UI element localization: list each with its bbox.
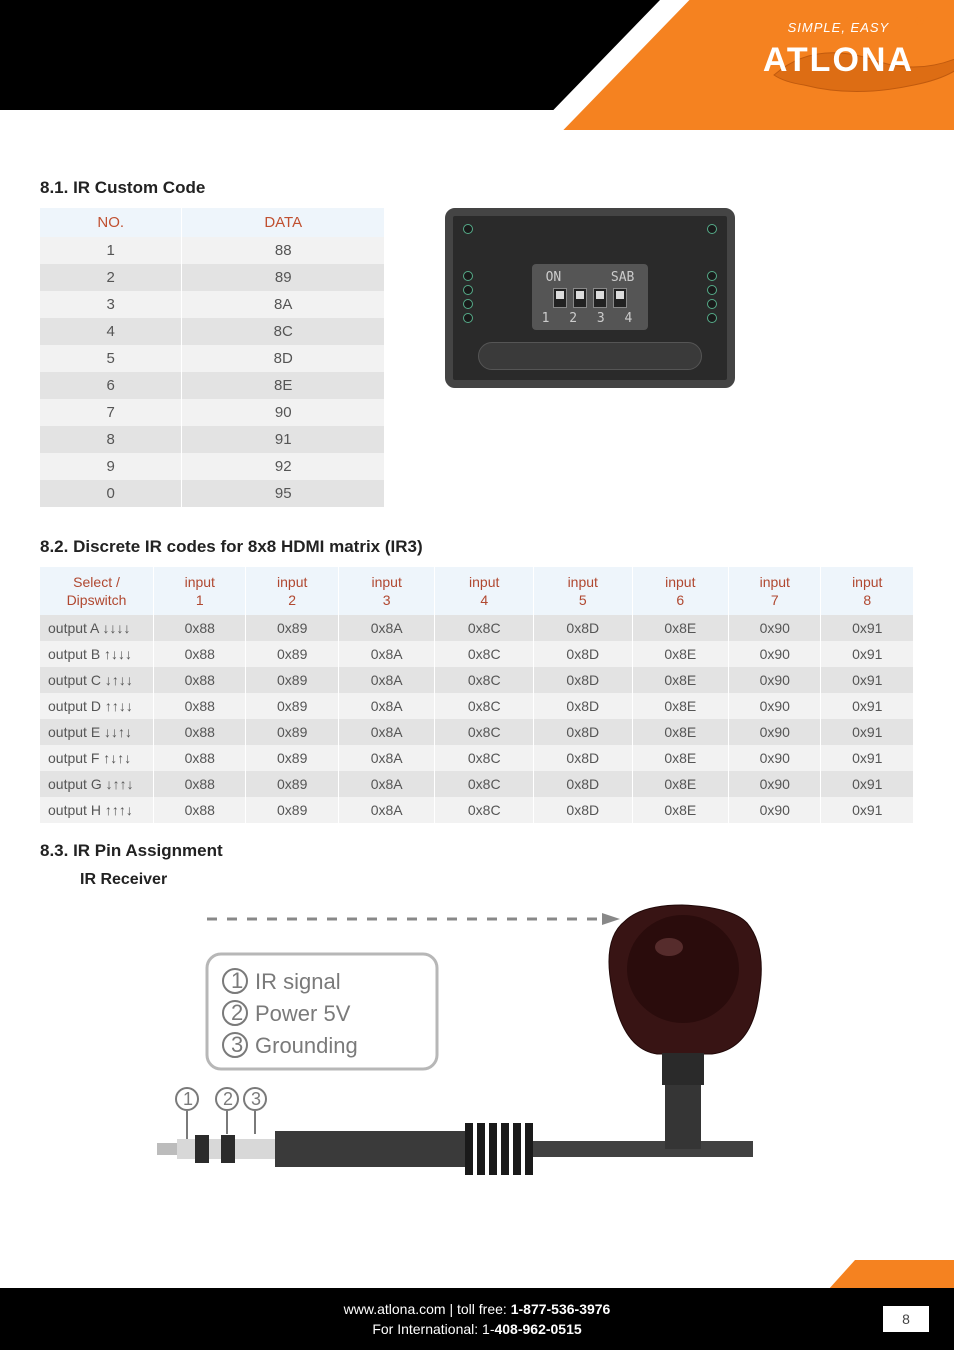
table-row: output A ↓↓↓↓0x880x890x8A0x8C0x8D0x8E0x9… (40, 615, 914, 641)
t81-col-no: NO. (40, 208, 182, 237)
legend-num-2: 2 (231, 1000, 243, 1025)
footer-phone-tollfree: 1-877-536-3976 (511, 1301, 611, 1317)
t82-col-input: input7 (729, 567, 821, 615)
registered-mark: ® (915, 14, 924, 28)
jack-plug-icon (157, 1123, 753, 1175)
legend-3: Grounding (255, 1033, 358, 1058)
page-header: ® SIMPLE, EASY ATLONA (0, 0, 954, 130)
table-row: output D ↑↑↓↓0x880x890x8A0x8C0x8D0x8E0x9… (40, 693, 914, 719)
brand-name: ATLONA (763, 41, 914, 80)
table-row: output F ↑↓↑↓0x880x890x8A0x8C0x8D0x8E0x9… (40, 745, 914, 771)
footer-line1-pre: www.atlona.com | toll free: (344, 1301, 511, 1317)
t81-col-data: DATA (182, 208, 385, 237)
section-82-title: 8.2. Discrete IR codes for 8x8 HDMI matr… (40, 537, 914, 557)
t82-col-input: input2 (246, 567, 338, 615)
legend-2: Power 5V (255, 1001, 351, 1026)
dip-label-sab: SAB (611, 270, 634, 285)
footer-line2-pre: For International: 1- (372, 1321, 494, 1337)
table-row: 188 (40, 237, 385, 264)
ir-receiver-diagram: 1 IR signal 2 Power 5V 3 Grounding 1 2 3 (157, 899, 797, 1194)
table-row: output B ↑↓↓↓0x880x890x8A0x8C0x8D0x8E0x9… (40, 641, 914, 667)
pin-call-2: 2 (223, 1089, 233, 1109)
section-83-subtitle: IR Receiver (80, 871, 914, 889)
dip-numbers: 1 2 3 4 (542, 311, 639, 326)
table-row: output C ↓↑↓↓0x880x890x8A0x8C0x8D0x8E0x9… (40, 667, 914, 693)
brand-logo: ® SIMPLE, EASY ATLONA (763, 20, 914, 80)
dipswitch-photo: ON SAB 1 2 3 4 (445, 208, 735, 388)
ir-receiver-icon (609, 905, 761, 1149)
page-footer: www.atlona.com | toll free: 1-877-536-39… (0, 1260, 954, 1350)
table-row: output H ↑↑↑↓0x880x890x8A0x8C0x8D0x8E0x9… (40, 797, 914, 823)
table-row: output G ↓↑↑↓0x880x890x8A0x8C0x8D0x8E0x9… (40, 771, 914, 797)
t82-col-select: Select /Dipswitch (40, 567, 154, 615)
t82-col-input: input4 (435, 567, 534, 615)
table-row: 58D (40, 345, 385, 372)
section-81-title: 8.1. IR Custom Code (40, 178, 914, 198)
table-row: 992 (40, 453, 385, 480)
t82-col-input: input3 (338, 567, 435, 615)
table-row: 095 (40, 480, 385, 507)
footer-phone-intl: 408-962-0515 (494, 1321, 581, 1337)
pin-call-3: 3 (251, 1089, 261, 1109)
t82-col-input: input5 (533, 567, 632, 615)
table-row: 289 (40, 264, 385, 291)
table-row: 48C (40, 318, 385, 345)
footer-bar: www.atlona.com | toll free: 1-877-536-39… (0, 1288, 954, 1350)
legend-1: IR signal (255, 969, 341, 994)
t82-col-input: input8 (821, 567, 914, 615)
table-row: 891 (40, 426, 385, 453)
pin-call-1: 1 (183, 1089, 193, 1109)
discrete-ir-table: Select /Dipswitchinput1input2input3input… (40, 567, 914, 823)
t82-col-input: input1 (154, 567, 246, 615)
page-number: 8 (883, 1306, 929, 1332)
dip-label-on: ON (546, 270, 562, 285)
legend-num-3: 3 (231, 1032, 243, 1057)
table-row: 790 (40, 399, 385, 426)
page-content: 8.1. IR Custom Code NO. DATA 18828938A48… (0, 130, 954, 1314)
section-83-title: 8.3. IR Pin Assignment (40, 841, 914, 861)
ir-custom-code-table: NO. DATA 18828938A48C58D68E790891992095 (40, 208, 385, 507)
t82-col-input: input6 (632, 567, 729, 615)
table-row: 68E (40, 372, 385, 399)
table-row: 38A (40, 291, 385, 318)
brand-tagline: SIMPLE, EASY (763, 20, 914, 35)
legend-num-1: 1 (231, 968, 243, 993)
table-row: output E ↓↓↑↓0x880x890x8A0x8C0x8D0x8E0x9… (40, 719, 914, 745)
